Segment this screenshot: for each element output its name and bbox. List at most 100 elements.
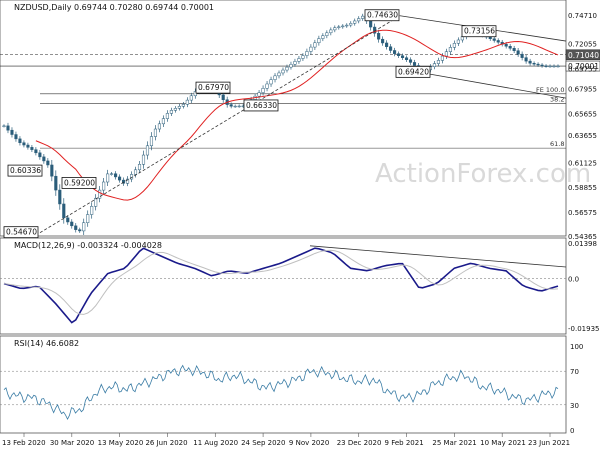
candle-body [78, 229, 82, 232]
candle-body [30, 147, 34, 150]
x-tick-label: 13 May 2020 [98, 439, 144, 447]
candle-body [397, 53, 401, 56]
candle-body [504, 43, 508, 47]
candle-body [177, 106, 181, 109]
candle-body [114, 173, 118, 178]
candle-body [153, 128, 158, 137]
candle-body [556, 65, 560, 68]
macd-trend-line [309, 245, 567, 268]
candle-body [532, 62, 536, 65]
x-tick-label: 26 Jun 2020 [145, 439, 187, 447]
candle-body [524, 57, 528, 62]
candle-body [149, 136, 154, 147]
last-price-tag [565, 60, 600, 72]
candle-body [512, 48, 516, 51]
candle-body [345, 24, 349, 27]
x-tick-label: 9 Feb 2021 [385, 439, 424, 447]
rsi-tick-label: 100 [570, 343, 583, 351]
price-layer: FE 100.0 38.2 61.8 0.74630 0.73156 0.69420 0.6… [0, 9, 600, 239]
candle-body [161, 118, 165, 125]
candle-body [74, 225, 78, 230]
level-label-box [7, 164, 43, 177]
candle-body [237, 105, 241, 108]
x-tick-label: 10 May 2021 [480, 439, 526, 447]
candle-body [452, 43, 456, 48]
candle-body [313, 42, 317, 48]
macd-panel [0, 237, 567, 335]
candle-body [408, 59, 413, 63]
candle-body [141, 154, 146, 165]
candle-body [353, 20, 357, 24]
rsi-layer [0, 364, 566, 421]
candle-body [444, 51, 448, 57]
candle-body [440, 55, 444, 61]
level-label-box [3, 226, 39, 239]
candle-body [82, 222, 86, 232]
candle-body [381, 38, 385, 44]
candle-body [305, 51, 309, 56]
candle-body [106, 173, 110, 183]
candle-body [257, 92, 261, 97]
candle-body [58, 189, 62, 205]
candle-body [289, 64, 293, 68]
rsi-line [3, 364, 559, 421]
candle-body [460, 36, 464, 41]
level-label: 0.69420 [398, 67, 429, 76]
candle-body [329, 29, 333, 34]
candle-body [321, 35, 325, 39]
candle-body [297, 58, 301, 62]
candle-body [10, 129, 14, 135]
candle-body [516, 50, 520, 55]
x-tick-label: 23 Dec 2020 [337, 439, 382, 447]
level-label: 0.74630 [367, 11, 398, 20]
candle-body [412, 62, 417, 66]
candle-body [42, 156, 46, 162]
candle-body [169, 110, 173, 114]
rsi-panel [0, 335, 567, 434]
candle-body [54, 175, 58, 191]
candle-body [448, 47, 452, 52]
candle-body [361, 15, 365, 19]
candle-body [137, 164, 142, 171]
candle-body [185, 99, 189, 105]
candle-body [98, 189, 102, 199]
candle-body [492, 38, 496, 41]
candle-body [544, 65, 548, 67]
candle-body [277, 72, 281, 77]
candle-body [389, 46, 393, 51]
macd-title: MACD(12,26,9) -0.003324 -0.004028 [14, 241, 162, 250]
candle-body [536, 63, 540, 66]
price-tick-label: 0.67955 [568, 85, 597, 93]
candle-body [309, 46, 313, 52]
candle-body [349, 23, 353, 26]
candle-body [90, 206, 94, 215]
level-label-box [61, 177, 97, 189]
candle-body [26, 144, 30, 148]
candle-body [432, 63, 436, 67]
x-tick-label: 24 Sep 2020 [241, 439, 285, 447]
level-label: 0.67970 [198, 83, 229, 92]
price-tick-label: 0.65655 [568, 110, 597, 118]
candle-body [22, 142, 26, 146]
candle-body [273, 75, 277, 80]
candle-body [193, 91, 197, 97]
candle-body [181, 104, 185, 107]
candle-body [393, 50, 397, 54]
candle-body [404, 57, 409, 61]
macd-line [3, 247, 559, 324]
candle-body [2, 125, 6, 127]
rsi-tick-label: 30 [570, 402, 579, 410]
price-panel [0, 0, 567, 237]
rsi-tick-label: 0 [570, 427, 574, 435]
candle-body [528, 60, 532, 64]
x-tick-label: 9 Nov 2020 [289, 439, 329, 447]
fib-label: FE 100.0 [536, 86, 565, 94]
candle-body [357, 18, 361, 22]
candle-body [456, 39, 460, 44]
price-tick-label: 0.58855 [568, 184, 597, 192]
resistance-tag [565, 49, 600, 61]
macd-tick-label: 0.01398 [568, 240, 597, 248]
fib-label: 61.8 [550, 140, 564, 148]
